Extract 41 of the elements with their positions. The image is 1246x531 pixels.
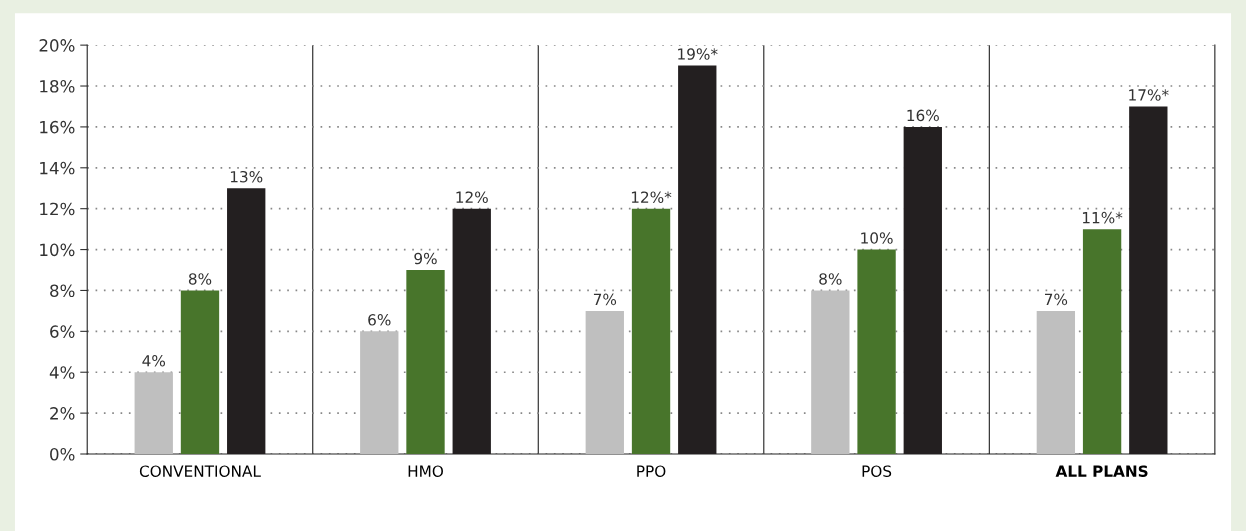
y-tick-label: 0% <box>50 447 75 461</box>
bar <box>360 331 399 454</box>
bar <box>585 310 624 454</box>
data-label: 16% <box>907 109 939 122</box>
data-label: 8% <box>188 273 212 285</box>
data-label: 7% <box>593 293 617 306</box>
bar <box>811 290 850 454</box>
x-tick-label: POS <box>862 465 892 477</box>
y-tick-label: 4% <box>49 366 75 379</box>
data-label: 10% <box>861 232 893 244</box>
bar <box>857 249 896 454</box>
y-tick-label: 14% <box>40 161 75 175</box>
data-label: 13% <box>230 170 263 183</box>
data-label: 12% <box>456 191 488 203</box>
x-tick-label: PPO <box>637 465 666 477</box>
data-label: 9% <box>414 252 437 265</box>
y-tick-label: 8% <box>50 284 75 298</box>
y-tick-label: 6% <box>50 325 75 338</box>
data-label: 7% <box>1044 293 1068 306</box>
bar <box>1082 229 1122 454</box>
y-tick-label: 10% <box>40 243 75 257</box>
x-tick-label: ALL PLANS <box>1055 465 1148 477</box>
bar <box>1036 310 1076 454</box>
data-label: 4% <box>142 354 166 367</box>
data-label: 19%* <box>678 48 718 60</box>
data-label: 12%* <box>631 191 672 203</box>
x-tick-label: CONVENTIONAL <box>139 465 261 477</box>
data-label: 11%* <box>1082 211 1123 224</box>
data-label: 6% <box>368 314 391 326</box>
y-tick-label: 20% <box>39 39 75 52</box>
x-tick-label: HMO <box>408 465 443 477</box>
data-label: 17%* <box>1129 89 1169 101</box>
bar <box>134 372 173 454</box>
data-label: 8% <box>819 273 842 285</box>
y-tick-label: 18% <box>40 79 75 93</box>
bar <box>180 290 220 454</box>
bar <box>406 270 445 454</box>
y-tick-label: 2% <box>50 407 75 420</box>
bar <box>631 208 671 454</box>
y-tick-label: 16% <box>40 120 75 134</box>
y-tick-label: 12% <box>40 202 75 216</box>
